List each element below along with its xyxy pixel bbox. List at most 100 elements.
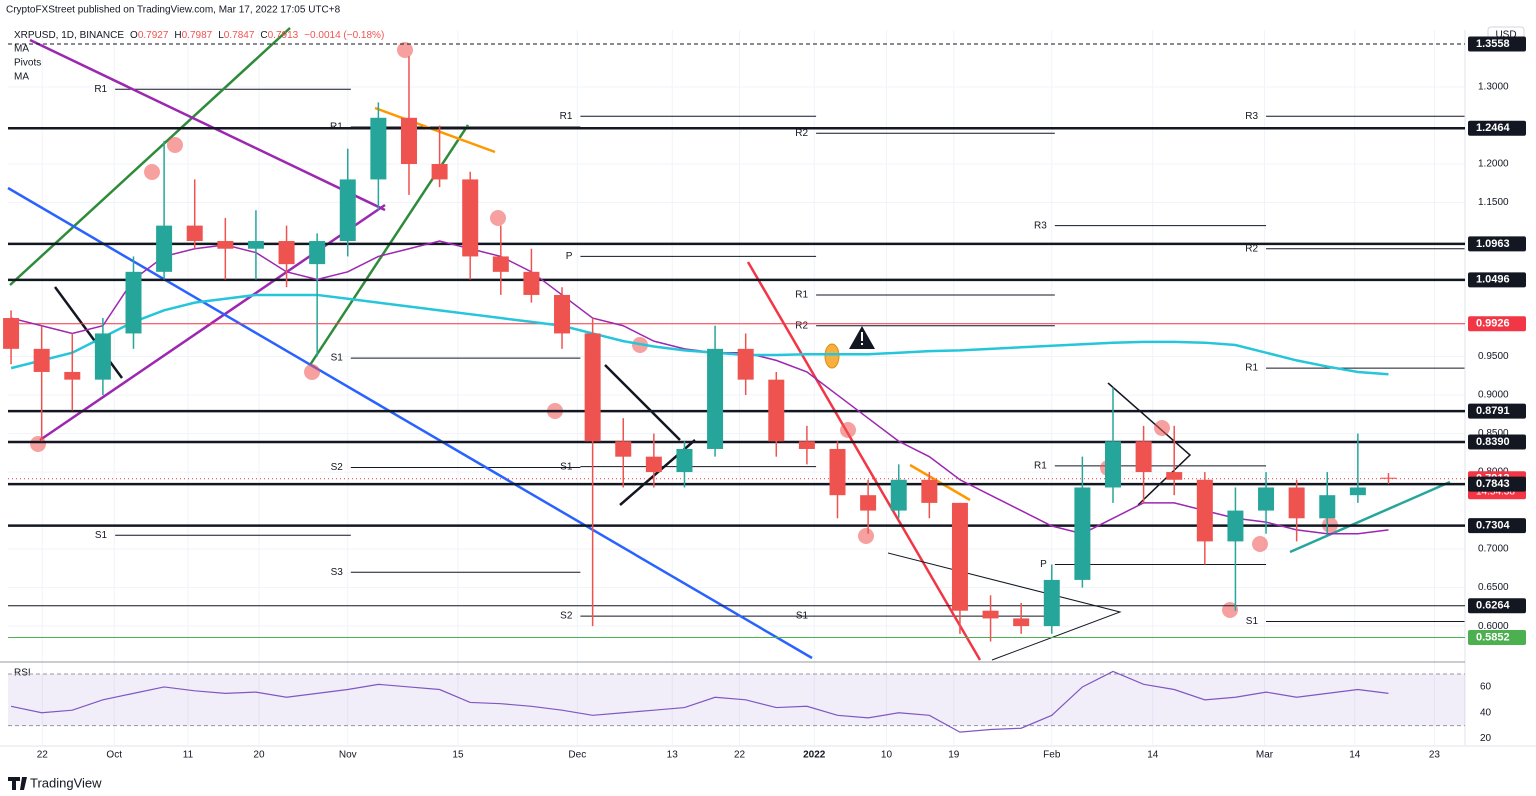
candle-body [217, 241, 234, 249]
candle-body [951, 502, 968, 611]
candle-body [94, 333, 111, 380]
x-tick-label: 22 [37, 750, 49, 761]
ohlc-value: 0.7987 [182, 30, 213, 41]
logo [8, 777, 27, 790]
trend-line [604, 364, 681, 441]
drawings [7, 27, 1451, 661]
candle-body [309, 241, 326, 265]
candle-body [370, 117, 387, 180]
candle-body [156, 225, 173, 272]
y-tick-label: 0.6500 [1478, 582, 1509, 593]
price-badge [1468, 518, 1526, 534]
footer: TradingView [30, 775, 102, 790]
indicator: Pivots [14, 58, 41, 69]
candle-body [1288, 487, 1305, 519]
candle-body [1380, 477, 1397, 479]
price-badge-label: 0.8390 [1476, 436, 1510, 448]
x-tick-label: Nov [339, 750, 357, 761]
ohlc: C [260, 30, 267, 41]
pivot-label: R1 [560, 111, 573, 122]
x-tick-label: 13 [667, 750, 679, 761]
candle-body [860, 495, 877, 511]
candle-body [3, 318, 20, 349]
x-tick-label: 11 [183, 750, 194, 761]
trend-line [1289, 480, 1451, 554]
pivot-label: R3 [1245, 111, 1258, 122]
trend-line [746, 261, 982, 661]
candle-body [707, 348, 724, 449]
price-badge-label: 0.7304 [1476, 520, 1511, 532]
warning-icon [861, 332, 863, 341]
candle-body [400, 117, 417, 165]
price-badge-label: 1.0496 [1476, 274, 1510, 286]
publisher: CryptoFXStreet published on TradingView.… [6, 5, 341, 16]
y-tick-label: 0.9500 [1478, 351, 1509, 362]
price-badge [1468, 120, 1526, 136]
price-badge [1468, 36, 1526, 52]
indicator: MA [14, 72, 29, 83]
candle-body [1043, 579, 1060, 627]
price-badge-label: 0.8791 [1476, 405, 1510, 417]
y-tick-label: 0.9000 [1478, 390, 1509, 401]
price-badge [1468, 598, 1526, 614]
price-badge [1468, 272, 1526, 288]
y-tick-label: 0.7000 [1478, 544, 1509, 555]
candle-body [1349, 487, 1366, 496]
x-tick-label: 22 [734, 750, 746, 761]
price-badge-label: 0.5852 [1476, 631, 1510, 643]
y-tick-label: 1.3000 [1478, 82, 1509, 93]
pivot-label: S1 [1246, 616, 1259, 627]
rsi-tick-label: 20 [1480, 733, 1492, 744]
candle-body [921, 479, 938, 503]
candle-body [768, 379, 785, 442]
x-tick-label: Dec [568, 750, 586, 761]
trend-line [29, 38, 386, 212]
candle-body [645, 456, 662, 473]
candle-body [737, 348, 754, 380]
pivot-label: R1 [795, 290, 808, 301]
candle-body [1166, 472, 1183, 480]
ohlc-value: 0.7927 [138, 30, 169, 41]
pivot-label: R1 [1034, 461, 1047, 472]
candle-body [1074, 487, 1091, 580]
rsi-tick-label: 60 [1480, 682, 1492, 693]
y-tick-label: 0.8500 [1478, 428, 1509, 439]
candle-body [584, 333, 601, 442]
warning-icon [861, 343, 863, 345]
candle-body [339, 179, 356, 242]
candle-body [247, 241, 264, 249]
x-tick-label: 14 [1349, 750, 1361, 761]
trend-line [909, 463, 971, 502]
ohlc-value: 0.7847 [224, 30, 255, 41]
price-badge [1468, 434, 1526, 450]
candle-body [1258, 487, 1275, 511]
price-badge-label: 0.7843 [1476, 478, 1510, 490]
pivot-label: R2 [795, 320, 808, 331]
candle-body [615, 441, 632, 457]
y-tick-label: 1.2000 [1478, 159, 1509, 170]
price-badge-label: 1.2464 [1476, 122, 1511, 134]
candle-body [798, 441, 815, 449]
price-badge-label: 1.0963 [1476, 238, 1510, 250]
candle-body [1135, 441, 1152, 473]
x-tick-label: 2022 [803, 750, 826, 761]
x-tick-label: 20 [253, 750, 265, 761]
y-tick-label: 1.1500 [1478, 197, 1509, 208]
moving-average [10, 293, 1389, 376]
ohlc: O [130, 30, 138, 41]
rsi-band [8, 674, 1465, 726]
candle-body [492, 256, 509, 272]
marker [824, 343, 840, 369]
price-badge [1468, 403, 1526, 419]
candle-body [431, 164, 448, 180]
candle-body [125, 271, 142, 334]
price-badge-label: 1.3558 [1476, 38, 1510, 50]
pivot-label: S1 [560, 461, 573, 472]
candle-body [676, 448, 693, 473]
x-tick-label: Mar [1256, 750, 1274, 761]
price-badge [1468, 476, 1526, 492]
change: −0.0014 (−0.18%) [304, 30, 384, 41]
price-badge-label: 0.6264 [1476, 600, 1511, 612]
